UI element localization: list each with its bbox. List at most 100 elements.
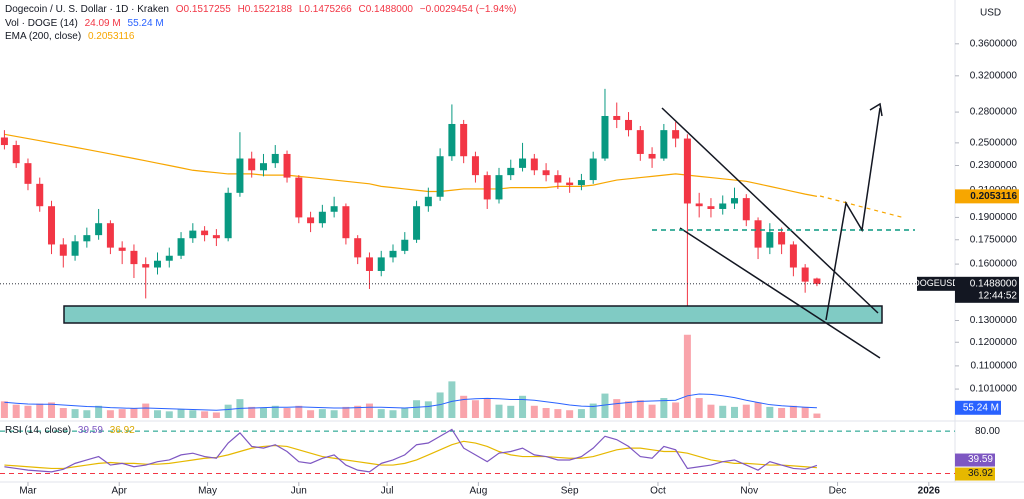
- volume-bar: [530, 405, 538, 418]
- volume-bar: [389, 410, 397, 418]
- candle-body: [636, 130, 644, 154]
- candle-body: [83, 235, 91, 242]
- volume-bar: [766, 406, 774, 418]
- ema-line: [4, 133, 818, 197]
- volume-bar: [660, 398, 668, 418]
- candle-body: [401, 239, 409, 251]
- volume-bar: [742, 404, 750, 418]
- volume-bar: [495, 404, 503, 418]
- y-tick-label: 0.1900000: [970, 212, 1018, 223]
- candle-body: [177, 238, 185, 256]
- y-tick-label: 0.1600000: [970, 259, 1018, 270]
- volume-bar: [295, 405, 303, 418]
- candle-body: [118, 247, 126, 251]
- volume-bar: [801, 406, 809, 418]
- candle-body: [448, 123, 456, 157]
- candle-body: [389, 250, 397, 258]
- volume-bar: [153, 410, 161, 418]
- volume-bar: [577, 409, 585, 418]
- candle-body: [424, 196, 432, 207]
- candle-body: [59, 244, 67, 256]
- ohlc-high: H0.1522188: [237, 4, 293, 15]
- y-tick-label: 0.3600000: [970, 38, 1018, 49]
- volume-bar: [566, 410, 574, 418]
- candle-body: [695, 203, 703, 207]
- annotations: [63, 102, 915, 359]
- candle-body: [577, 180, 585, 186]
- x-tick-label: Apr: [111, 486, 127, 497]
- volume-bar: [542, 408, 550, 418]
- candle-body: [625, 119, 633, 131]
- x-tick-label: Dec: [829, 486, 847, 497]
- volume-bar: [59, 408, 67, 418]
- currency-label: USD: [980, 8, 1001, 19]
- candle-body: [189, 230, 197, 239]
- candle-body: [165, 255, 173, 261]
- symbol-title: Dogecoin / U. S. Dollar · 1D · Kraken: [5, 4, 169, 15]
- y-tick-label: 0.1300000: [970, 315, 1018, 326]
- y-tick-label: 0.1100000: [970, 361, 1017, 372]
- rsi-value: 39.59: [77, 425, 103, 436]
- channel-upper: [661, 107, 879, 314]
- candle-body: [648, 153, 656, 159]
- volume-bar: [95, 405, 103, 418]
- candle-body: [0, 137, 8, 146]
- volume-bar: [625, 401, 633, 418]
- volume-bar: [707, 404, 715, 418]
- candle-body: [460, 123, 468, 157]
- volume-bar: [118, 409, 126, 418]
- volume-bar: [248, 406, 256, 418]
- volume-bar: [483, 398, 491, 418]
- volume-ma-line: [4, 393, 817, 411]
- candle-body: [601, 115, 609, 159]
- candle-body: [354, 238, 362, 258]
- symbol-box: [917, 276, 955, 291]
- x-tick-label: Aug: [469, 486, 487, 497]
- y-tick-label: 0.1750000: [970, 234, 1018, 245]
- y-tick-label: 0.2500000: [970, 138, 1018, 149]
- candle-body: [483, 175, 491, 200]
- header-legend: Dogecoin / U. S. Dollar · 1D · Kraken O0…: [5, 4, 521, 16]
- volume-bar: [71, 409, 79, 418]
- candle-body: [530, 158, 538, 171]
- rsi-axis-label: 39.59: [968, 454, 993, 465]
- candle-body: [71, 241, 79, 256]
- volume-bar: [789, 405, 797, 418]
- candle-body: [259, 163, 267, 171]
- volume-bar: [589, 403, 597, 418]
- y-tick-label: 0.1010000: [970, 384, 1018, 395]
- x-tick-label: Oct: [650, 486, 666, 497]
- candle-body: [789, 244, 797, 268]
- volume-bar: [307, 410, 315, 418]
- volume-bar: [413, 400, 421, 418]
- candle-body: [660, 130, 668, 159]
- volume-title: Vol · DOGE (14): [5, 18, 78, 29]
- volume-bar: [365, 403, 373, 418]
- rsi-ma-axis-label: 36.92: [968, 468, 993, 479]
- volume-bar: [754, 402, 762, 418]
- rsi-ma-line: [4, 440, 817, 470]
- x-tick-label: Jul: [381, 486, 394, 497]
- candle-body: [589, 158, 597, 181]
- candle-body: [754, 220, 762, 248]
- volume-bar: [83, 410, 91, 418]
- candle-body: [130, 250, 138, 265]
- rsi-box: [955, 453, 995, 467]
- volume-bar: [259, 408, 267, 418]
- projection-arrowhead: [869, 102, 883, 117]
- symbol-label: DOGEUSD: [913, 278, 959, 288]
- ema-projection: [819, 195, 906, 219]
- x-tick-label: Jun: [291, 486, 307, 497]
- channel-lower: [679, 227, 881, 359]
- rsi-legend: RSI (14, close) 39.59 36.92: [5, 425, 139, 437]
- volume-bar: [813, 413, 821, 418]
- candle-body: [342, 206, 350, 239]
- candle-body: [95, 223, 103, 236]
- candle-body: [24, 163, 32, 184]
- volume-value: 24.09 M: [84, 18, 121, 29]
- ema-title: EMA (200, close): [5, 31, 82, 42]
- volume-bar: [601, 393, 609, 418]
- candle-body: [236, 158, 244, 193]
